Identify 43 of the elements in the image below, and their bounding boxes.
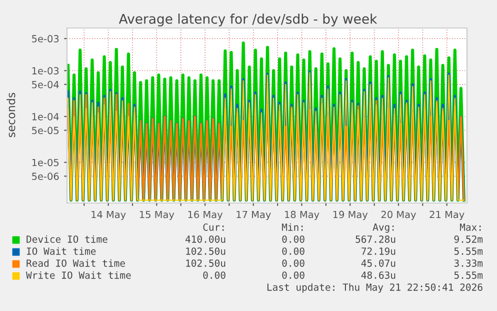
text: 72.19u xyxy=(362,247,396,255)
x-tick-label: 15 May xyxy=(140,210,174,220)
text: 5.55m xyxy=(454,248,483,255)
y-tick-label: 1e-05 xyxy=(32,158,59,166)
y-tick-label: 5e-04 xyxy=(32,80,59,88)
text: 102.50u xyxy=(186,259,226,267)
text: Last update: Thu May 21 22:50:41 2026 xyxy=(267,283,482,293)
text: 567.28u xyxy=(356,235,396,243)
text: Max: xyxy=(460,224,481,231)
x-tick-label: 18 May xyxy=(285,210,320,220)
y-tick-label: 1e-04 xyxy=(32,112,59,120)
x-tick-label: 21 May xyxy=(430,210,464,220)
text: 45.07u xyxy=(361,259,396,267)
legend-label: Write IO Wait time xyxy=(26,271,131,279)
legend-label: Read IO Wait time xyxy=(26,259,125,267)
text: 3.33m xyxy=(454,259,483,267)
text: 5.55m xyxy=(454,272,483,279)
y-tick-label: 5e-03 xyxy=(32,35,59,42)
y-axis-title: seconds xyxy=(6,92,16,138)
legend-label: IO Wait time xyxy=(26,247,96,255)
y-tick-label: 1e-03 xyxy=(32,67,59,74)
text: Avg: xyxy=(372,224,394,233)
text: 48.63u xyxy=(361,271,396,279)
text: 0.00 xyxy=(282,247,304,255)
line-series xyxy=(67,94,465,202)
text: 0.00 xyxy=(282,235,304,243)
x-tick-label: 19 May xyxy=(333,210,368,220)
x-tick-label: 14 May xyxy=(92,210,126,220)
text: 0.00 xyxy=(203,271,226,279)
y-tick-label: 5e-06 xyxy=(32,172,59,180)
y-tick-label: 5e-05 xyxy=(32,126,59,134)
text: 0.00 xyxy=(282,259,304,267)
text: 102.50u xyxy=(186,247,226,255)
text: 0.00 xyxy=(282,271,304,279)
legend-label: Device IO time xyxy=(26,235,108,243)
x-tick-label: 16 May xyxy=(188,210,223,220)
x-tick-label: 20 May xyxy=(381,210,416,220)
chart-title: Average latency for /dev/sdb - by week xyxy=(118,14,378,26)
text: Min: xyxy=(282,223,303,231)
text: 9.52m xyxy=(454,235,483,243)
text: 410.00u xyxy=(186,235,226,243)
text: Cur: xyxy=(203,223,224,231)
x-tick-label: 17 May xyxy=(236,210,271,220)
